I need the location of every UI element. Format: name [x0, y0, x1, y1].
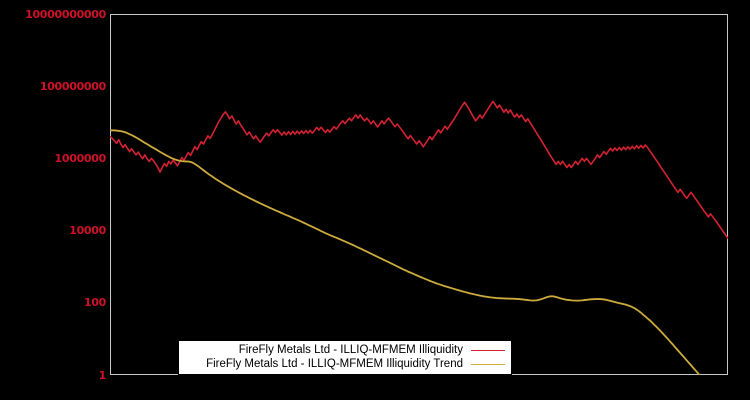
y-tick-label: 1 — [98, 368, 107, 382]
y-tick-label: 1000000 — [54, 151, 107, 165]
plot-series-canvas — [110, 14, 728, 375]
legend-item[interactable]: FireFly Metals Ltd - ILLIQ-MFMEM Illiqui… — [185, 357, 505, 371]
series-line-1 — [110, 101, 728, 238]
legend-label: FireFly Metals Ltd - ILLIQ-MFMEM Illiqui… — [238, 343, 463, 356]
chart-legend: FireFly Metals Ltd - ILLIQ-MFMEM Illiqui… — [178, 340, 512, 375]
y-tick-label: 100 — [83, 296, 106, 310]
legend-color-swatch — [471, 363, 505, 365]
y-tick-label: 10000000000 — [25, 7, 106, 21]
legend-item[interactable]: FireFly Metals Ltd - ILLIQ-MFMEM Illiqui… — [185, 343, 505, 357]
legend-color-swatch — [471, 349, 505, 351]
series-line-2 — [110, 130, 728, 375]
y-tick-label: 10000 — [69, 224, 106, 238]
legend-label: FireFly Metals Ltd - ILLIQ-MFMEM Illiqui… — [206, 357, 463, 370]
y-axis-tick-labels: 1 100 10000 1000000 100000000 10000000000 — [0, 0, 106, 400]
y-tick-label: 100000000 — [39, 79, 106, 93]
